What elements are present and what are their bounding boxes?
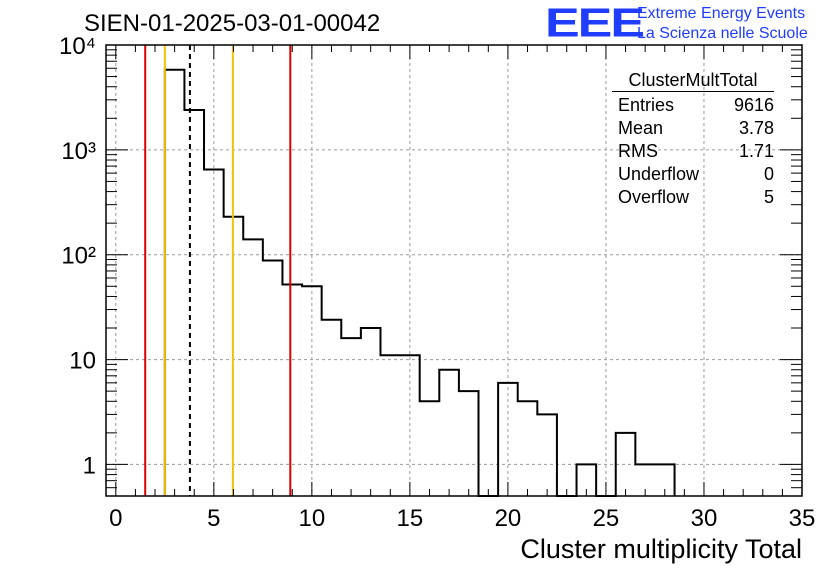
histogram-bin [400, 355, 420, 496]
stats-row-rms: RMS 1.71 [612, 140, 774, 163]
stats-name: ClusterMultTotal [612, 70, 774, 92]
stats-row-overflow: Overflow 5 [612, 186, 774, 209]
y-tick-label: 10³ [61, 138, 96, 165]
y-tick-label: 10 [69, 348, 96, 375]
stats-label: RMS [618, 141, 658, 161]
histogram-bin [302, 286, 322, 496]
x-tick-label: 35 [789, 505, 816, 532]
logo-mark: EEE [545, 0, 645, 47]
histogram-bin [341, 338, 361, 496]
x-tick-label: 20 [495, 505, 522, 532]
stats-value: 3.78 [738, 118, 774, 138]
x-tick-label: 5 [207, 505, 220, 532]
histogram-bin [361, 328, 381, 496]
stats-value: 9616 [733, 95, 774, 115]
stats-row-entries: Entries 9616 [612, 94, 774, 117]
stats-row-mean: Mean 3.78 [612, 117, 774, 140]
stats-value: 5 [763, 187, 774, 207]
stats-label: Mean [618, 118, 664, 138]
histogram-bin [204, 169, 224, 496]
histogram-bin [263, 261, 283, 496]
histogram-bin [459, 391, 479, 496]
y-tick-label: 10² [61, 243, 96, 270]
histogram-bin [165, 70, 185, 496]
histogram-bin [439, 370, 459, 496]
histogram-bin [184, 110, 204, 496]
histogram-bin [282, 284, 302, 496]
logo-line-1: Extreme Energy Events [637, 5, 806, 22]
stats-label: Entries [618, 95, 675, 115]
histogram-bin [243, 239, 263, 496]
stats-value: 0 [763, 164, 774, 184]
histogram-bin [322, 320, 342, 496]
chart-title: SIEN-01-2025-03-01-00042 [84, 10, 381, 37]
histogram-bin [498, 383, 518, 496]
y-tick-label: 1 [83, 452, 96, 479]
x-tick-label: 0 [109, 505, 122, 532]
logo-line-2: La Scienza nelle Scuole [637, 25, 808, 42]
histogram-bin [518, 401, 538, 496]
stats-box: ClusterMultTotal Entries 9616 Mean 3.78 … [612, 70, 774, 209]
histogram-bin [537, 414, 557, 496]
x-tick-label: 10 [299, 505, 326, 532]
stats-label: Underflow [618, 164, 700, 184]
stats-value: 1.71 [738, 141, 774, 161]
histogram-bin [380, 355, 400, 496]
histogram-bin [420, 401, 440, 496]
histogram-bin [616, 433, 636, 496]
x-axis-label: Cluster multiplicity Total [520, 534, 802, 564]
histogram-outline [163, 68, 676, 497]
stats-label: Overflow [618, 187, 690, 207]
x-tick-label: 30 [691, 505, 718, 532]
x-tick-label: 25 [593, 505, 620, 532]
y-tick-label: 10⁴ [59, 33, 96, 60]
stats-row-underflow: Underflow 0 [612, 163, 774, 186]
x-tick-label: 15 [397, 505, 424, 532]
